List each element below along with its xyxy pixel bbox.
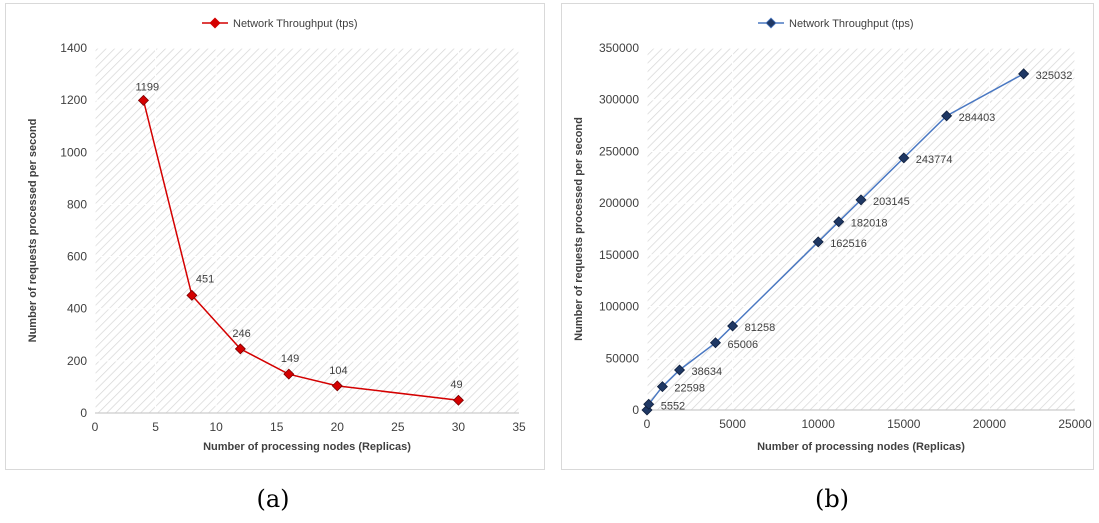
data-label: 451 bbox=[196, 273, 214, 285]
series-line bbox=[142, 100, 459, 401]
chart-panel-b: 0 50000 100000 150000 200000 250000 300000 3500… bbox=[561, 3, 1094, 470]
data-point bbox=[331, 380, 343, 392]
chart-panel-a: 0 200 400 600 800 1000 1200 1400 0 5 10 15 20 25 30 35 N… bbox=[5, 3, 545, 470]
data-point bbox=[186, 289, 198, 301]
data-label: 5552 bbox=[661, 400, 685, 412]
plot-area bbox=[95, 48, 519, 413]
y-tick-label: 150000 bbox=[599, 248, 639, 262]
y-tick-label: 250000 bbox=[599, 144, 639, 158]
data-label: 104 bbox=[329, 365, 347, 377]
chart-b: 0500001000001500002000002500003000003500… bbox=[573, 17, 1092, 453]
x-tick-label: 20000 bbox=[973, 417, 1007, 431]
data-label: 203145 bbox=[873, 196, 910, 208]
data-label: 325032 bbox=[1036, 70, 1073, 82]
y-tick-label: 0 bbox=[632, 403, 639, 417]
legend-label: Network Throughput (tps) bbox=[233, 18, 358, 30]
data-point bbox=[1018, 68, 1030, 80]
data-label: 284403 bbox=[959, 112, 996, 124]
data-point bbox=[833, 216, 845, 228]
x-tick-label: 25000 bbox=[1058, 417, 1092, 431]
y-tick-label: 200 bbox=[67, 354, 87, 368]
x-tick-label: 30 bbox=[452, 420, 466, 434]
x-axis-title: Number of processing nodes (Replicas) bbox=[757, 441, 965, 453]
data-label: 81258 bbox=[745, 322, 776, 334]
y-axis-title: Number of requests processed per second bbox=[27, 119, 39, 343]
caption-a: (a) bbox=[256, 485, 290, 513]
data-label: 65006 bbox=[727, 339, 758, 351]
y-tick-label: 400 bbox=[67, 302, 87, 316]
x-tick-label: 20 bbox=[331, 420, 345, 434]
data-point bbox=[283, 368, 295, 380]
x-tick-label: 0 bbox=[644, 417, 651, 431]
data-point bbox=[812, 236, 824, 248]
y-tick-label: 100000 bbox=[599, 300, 639, 314]
y-tick-label: 0 bbox=[80, 406, 87, 420]
y-tick-label: 1000 bbox=[60, 145, 87, 159]
x-tick-label: 35 bbox=[512, 420, 526, 434]
data-label: 149 bbox=[281, 353, 299, 365]
y-tick-label: 50000 bbox=[606, 351, 640, 365]
x-tick-label: 25 bbox=[391, 420, 405, 434]
y-tick-label: 200000 bbox=[599, 196, 639, 210]
legend-marker bbox=[209, 17, 221, 29]
data-point bbox=[674, 364, 686, 376]
y-tick-label: 350000 bbox=[599, 41, 639, 55]
data-point bbox=[941, 110, 953, 122]
x-axis-title: Number of processing nodes (Replicas) bbox=[203, 441, 411, 453]
x-tick-label: 10000 bbox=[802, 417, 836, 431]
data-label: 246 bbox=[232, 328, 250, 340]
x-tick-label: 10 bbox=[209, 420, 223, 434]
data-point bbox=[709, 337, 721, 349]
chart-a: 0 200 400 600 800 1000 1200 1400 0 5 10 15 20 25 30 35 N… bbox=[27, 17, 526, 453]
x-tick-label: 5000 bbox=[719, 417, 746, 431]
y-axis-title: Number of requests processed per second bbox=[573, 117, 585, 341]
y-tick-label: 300000 bbox=[599, 93, 639, 107]
plot-area bbox=[647, 48, 1075, 410]
x-tick-label: 15 bbox=[270, 420, 284, 434]
data-point bbox=[643, 398, 655, 410]
data-label: 38634 bbox=[692, 366, 723, 378]
data-label: 182018 bbox=[851, 218, 888, 230]
legend-label: Network Throughput (tps) bbox=[789, 18, 914, 30]
data-label: 1199 bbox=[135, 81, 159, 93]
y-tick-label: 600 bbox=[67, 250, 87, 264]
data-point bbox=[898, 152, 910, 164]
x-tick-label: 0 bbox=[92, 420, 99, 434]
data-point bbox=[656, 381, 668, 393]
data-point bbox=[137, 94, 149, 106]
y-tick-label: 1400 bbox=[60, 41, 87, 55]
data-label: 22598 bbox=[674, 383, 705, 395]
data-point bbox=[855, 194, 867, 206]
y-tick-label: 1200 bbox=[60, 93, 87, 107]
caption-b: (b) bbox=[814, 485, 850, 513]
data-point bbox=[452, 394, 464, 406]
data-label: 243774 bbox=[916, 154, 953, 166]
data-point bbox=[234, 343, 246, 355]
data-label: 162516 bbox=[830, 238, 867, 250]
x-tick-label: 15000 bbox=[887, 417, 921, 431]
data-point bbox=[727, 320, 739, 332]
legend-marker bbox=[765, 17, 777, 29]
x-tick-label: 5 bbox=[152, 420, 159, 434]
data-label: 49 bbox=[450, 379, 462, 391]
y-tick-label: 800 bbox=[67, 197, 87, 211]
